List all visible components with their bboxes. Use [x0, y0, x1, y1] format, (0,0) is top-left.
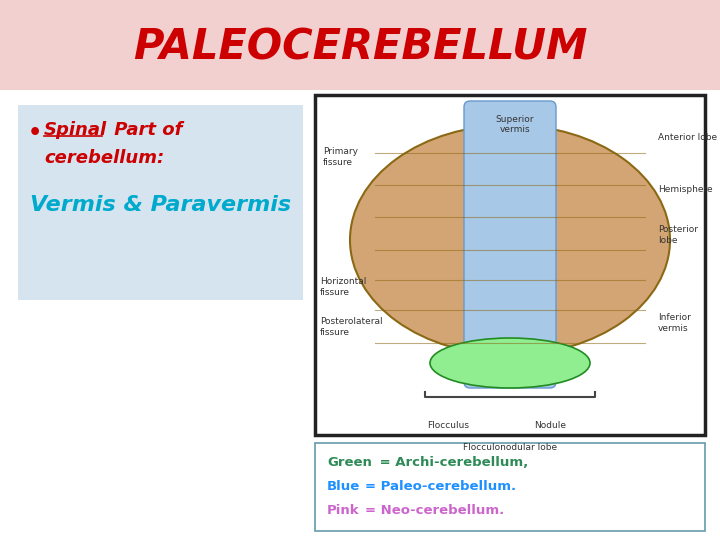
Text: Inferior
vermis: Inferior vermis: [658, 313, 691, 333]
FancyBboxPatch shape: [18, 105, 303, 300]
Text: cerebellum:: cerebellum:: [44, 149, 164, 167]
Text: = Paleo-cerebellum.: = Paleo-cerebellum.: [365, 481, 516, 494]
FancyBboxPatch shape: [0, 0, 720, 90]
Text: Pink: Pink: [327, 504, 359, 517]
Text: Blue: Blue: [327, 481, 360, 494]
Text: Superior
vermis: Superior vermis: [496, 115, 534, 134]
FancyBboxPatch shape: [315, 95, 705, 435]
Text: Part of: Part of: [108, 121, 182, 139]
FancyBboxPatch shape: [464, 101, 556, 388]
Text: Hemisphere: Hemisphere: [658, 186, 713, 194]
Text: PALEOCEREBELLUM: PALEOCEREBELLUM: [132, 27, 588, 69]
Text: Green: Green: [327, 456, 372, 469]
Text: Primary
fissure: Primary fissure: [323, 147, 358, 167]
Text: Horizontal
fissure: Horizontal fissure: [320, 278, 366, 296]
FancyBboxPatch shape: [315, 443, 705, 531]
Text: Flocculus: Flocculus: [427, 421, 469, 429]
Text: •: •: [28, 123, 42, 143]
Text: Flocculonodular lobe: Flocculonodular lobe: [463, 443, 557, 452]
Text: Anterior lobe: Anterior lobe: [658, 132, 717, 141]
Text: Posterolateral
fissure: Posterolateral fissure: [320, 318, 382, 337]
Text: = Archi-cerebellum,: = Archi-cerebellum,: [375, 456, 528, 469]
Text: = Neo-cerebellum.: = Neo-cerebellum.: [365, 504, 504, 517]
Text: Posterior
lobe: Posterior lobe: [658, 225, 698, 245]
Text: Vermis & Paravermis: Vermis & Paravermis: [30, 195, 291, 215]
Ellipse shape: [430, 338, 590, 388]
Text: Spinal: Spinal: [44, 121, 107, 139]
Text: Nodule: Nodule: [534, 421, 566, 429]
Ellipse shape: [350, 125, 670, 355]
